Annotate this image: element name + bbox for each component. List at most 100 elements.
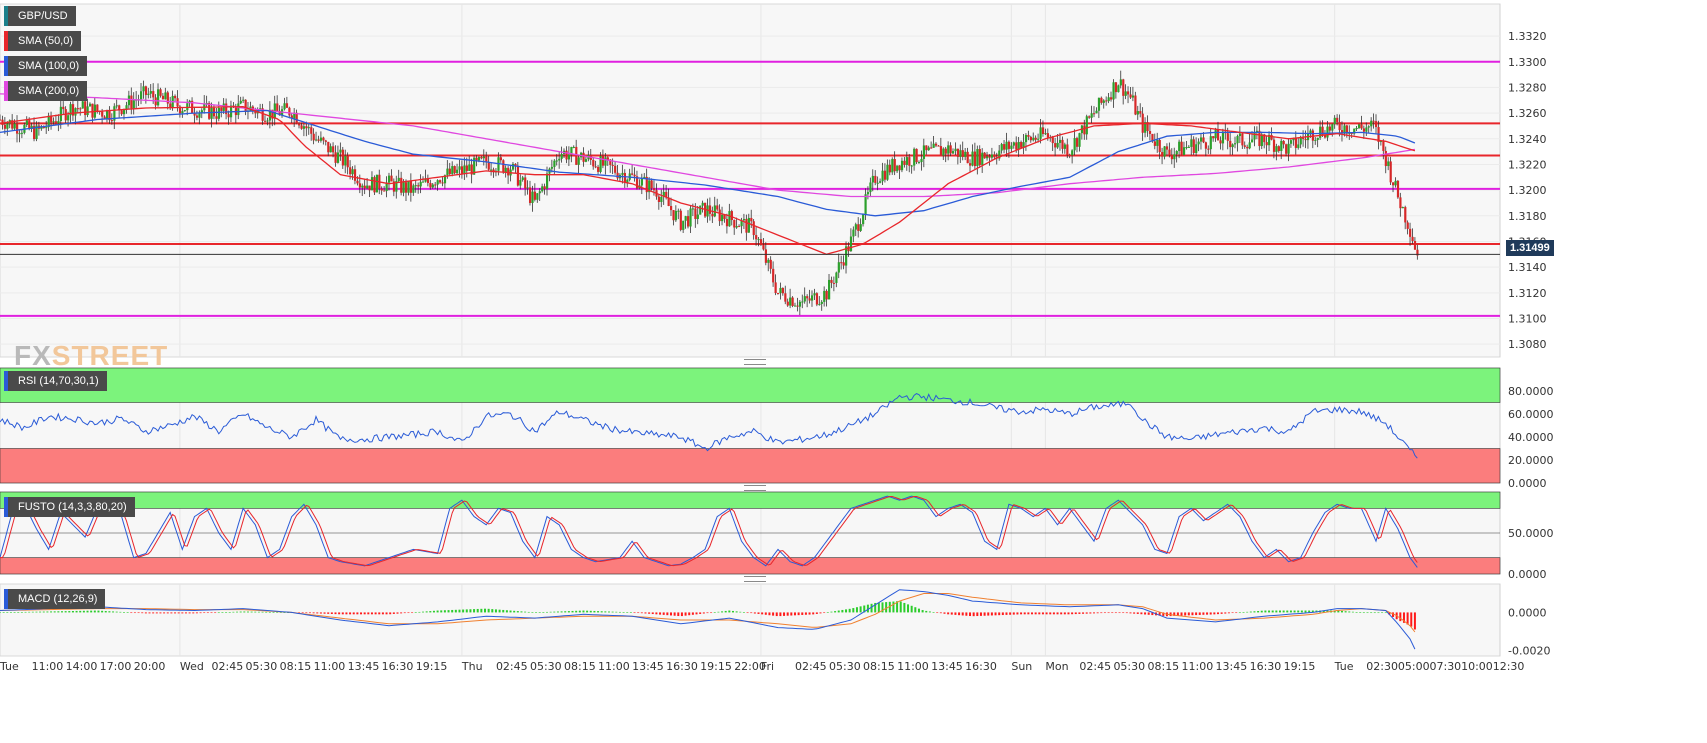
macd-histogram-bar	[1308, 610, 1311, 613]
macd-histogram-bar	[969, 612, 972, 617]
candle-body	[412, 185, 415, 193]
candle-body	[684, 216, 687, 221]
macd-histogram-bar	[768, 612, 771, 616]
rsi-overbought-zone	[0, 367, 1501, 403]
legend-macd[interactable]: MACD (12,26,9)	[4, 589, 106, 609]
macd-histogram-bar	[2, 612, 5, 613]
x-tick-label: 05:30	[829, 660, 861, 673]
candle-body	[341, 149, 344, 166]
pane-resize-handle[interactable]	[744, 576, 766, 582]
macd-histogram-bar	[998, 612, 1001, 616]
x-tick-label: 05:30	[530, 660, 562, 673]
macd-histogram-bar	[717, 611, 720, 613]
candle-body	[419, 181, 422, 187]
candle-body	[1345, 125, 1349, 134]
candle-body	[35, 125, 38, 140]
fusto-k-line	[0, 495, 1418, 568]
macd-histogram-bar	[298, 612, 301, 614]
macd-histogram-bar	[1202, 612, 1205, 615]
legend-sma-100[interactable]: SMA (100,0)	[4, 56, 88, 76]
candle-body	[215, 116, 218, 119]
macd-histogram-bar	[1351, 611, 1354, 613]
candle-body	[842, 262, 845, 266]
macd-histogram-bar	[1096, 612, 1099, 614]
candle-body	[71, 104, 75, 116]
candle-body	[263, 120, 267, 122]
candle-body	[572, 146, 575, 148]
candle-body	[543, 186, 546, 189]
candle-body	[876, 182, 879, 184]
candle-body	[1185, 147, 1188, 149]
legend-sma-200[interactable]: SMA (200,0)	[4, 81, 88, 101]
candle-body	[344, 155, 347, 166]
macd-histogram-bar	[1366, 612, 1369, 614]
candle-body	[553, 160, 556, 167]
rsi-tick-label: 80.0000	[1508, 385, 1554, 398]
macd-histogram-bar	[1311, 610, 1314, 613]
candle-body	[723, 214, 726, 220]
candle-body	[147, 93, 150, 95]
macd-histogram-bar	[618, 611, 621, 613]
macd-histogram-bar	[564, 611, 567, 613]
pane-resize-handle[interactable]	[744, 485, 766, 491]
candle-body	[307, 127, 310, 129]
candle-body	[1192, 139, 1195, 154]
candle-body	[122, 108, 126, 115]
macd-histogram-bar	[979, 612, 982, 616]
legend-rsi[interactable]: RSI (14,70,30,1)	[4, 371, 107, 391]
candle-body	[283, 103, 286, 110]
macd-histogram-bar	[877, 602, 880, 613]
macd-histogram-bar	[283, 612, 286, 613]
macd-histogram-bar	[761, 612, 764, 615]
candle-body	[791, 297, 794, 307]
candle-body	[998, 150, 1001, 159]
candle-body	[0, 119, 2, 121]
macd-histogram-bar	[119, 611, 122, 613]
candle-body	[1387, 161, 1390, 167]
macd-histogram-bar	[407, 612, 410, 614]
candle-body	[174, 95, 177, 99]
legend-fusto[interactable]: FUSTO (14,3,3,80,20)	[4, 497, 135, 517]
candle-body	[1282, 140, 1285, 145]
candle-body	[1175, 150, 1178, 155]
candle-body	[397, 177, 400, 181]
candle-body	[227, 114, 230, 118]
macd-histogram-bar	[1322, 610, 1325, 613]
macd-histogram-bar	[13, 612, 16, 613]
candle-body	[538, 191, 541, 194]
candle-body	[242, 99, 245, 101]
macd-histogram-bar	[666, 612, 669, 616]
x-tick-label: 05:30	[1113, 660, 1145, 673]
candle-body	[779, 287, 782, 294]
macd-histogram-bar	[575, 610, 578, 613]
pane-resize-handle[interactable]	[744, 359, 766, 365]
macd-histogram-bar	[531, 612, 534, 613]
macd-histogram-bar	[39, 611, 42, 613]
pane-background	[0, 3, 1501, 358]
legend-sma-50[interactable]: SMA (50,0)	[4, 31, 82, 51]
candle-body	[237, 103, 240, 116]
candle-body	[69, 104, 72, 116]
candle-body	[708, 205, 712, 214]
macd-histogram-bar	[527, 611, 530, 613]
macd-histogram-bar	[1020, 612, 1023, 615]
candle-body	[961, 150, 964, 157]
legend-gbpusd[interactable]: GBP/USD	[4, 6, 76, 26]
fusto-d-line	[0, 496, 1418, 567]
candle-body	[358, 183, 362, 188]
candle-body	[1375, 121, 1378, 128]
macd-histogram-bar	[228, 611, 231, 613]
candle-body	[1297, 144, 1300, 148]
macd-histogram-bar	[874, 602, 877, 613]
candle-body	[1090, 113, 1093, 118]
candle-body	[1340, 130, 1344, 134]
candle-body	[621, 172, 624, 175]
x-tick-label: Mon	[1045, 660, 1068, 673]
macd-histogram-bar	[214, 612, 217, 614]
candle-body	[531, 191, 534, 203]
x-tick-label: 11:00	[1182, 660, 1214, 673]
candle-body	[1285, 144, 1288, 154]
candle-body	[1289, 140, 1293, 144]
